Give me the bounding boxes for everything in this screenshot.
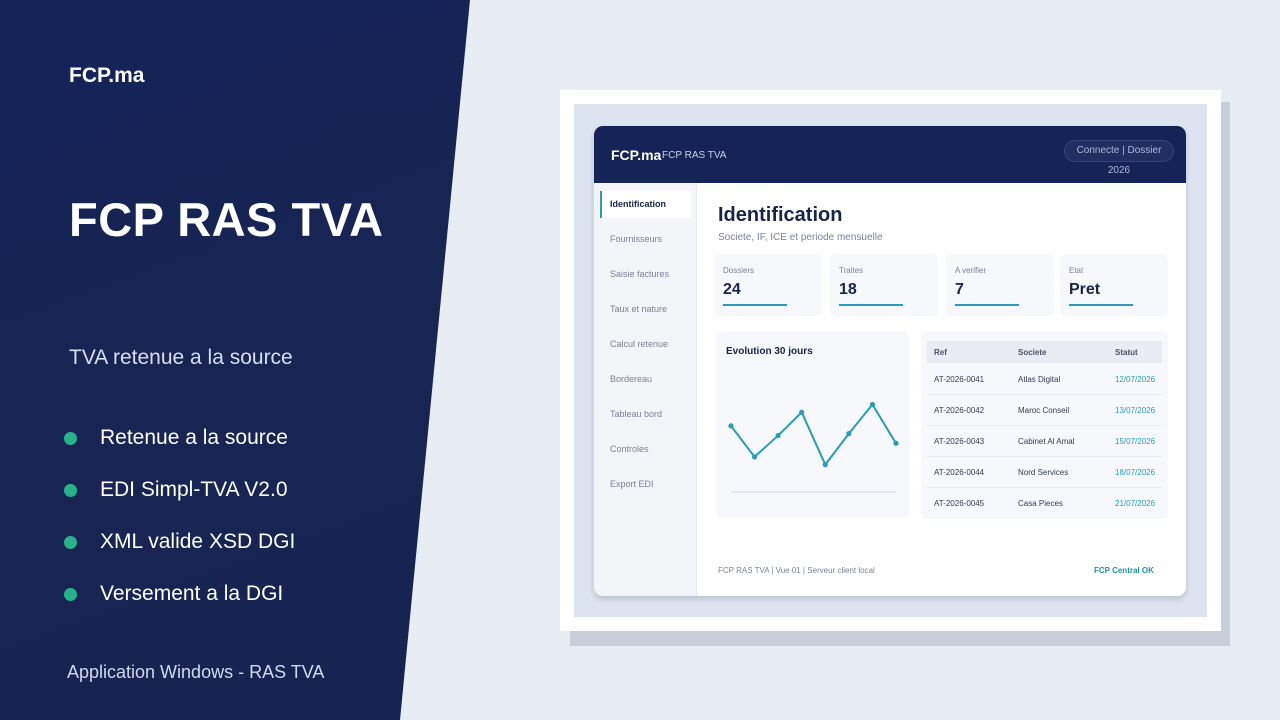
app-window: FCP.ma FCP RAS TVA Connecte | Dossier 20…	[594, 126, 1186, 596]
page-title: Identification	[718, 204, 843, 226]
stat-value: 24	[723, 281, 741, 298]
app-header: FCP.ma FCP RAS TVA Connecte | Dossier 20…	[594, 126, 1186, 183]
data-point	[799, 409, 805, 415]
data-point	[751, 454, 758, 460]
sidebar-item-fournisseurs[interactable]: Fournisseurs	[610, 234, 663, 244]
table-header: Ref Societe Statut	[927, 341, 1162, 363]
bullet-dot-icon	[64, 587, 77, 601]
stat-card-dossiers: Dossiers 24	[714, 254, 822, 316]
promo-title: FCP RAS TVA	[69, 193, 384, 246]
app-name: FCP RAS TVA	[662, 150, 727, 161]
evolution-chart-card: Evolution 30 jours	[716, 331, 909, 518]
chart-title: Evolution 30 jours	[726, 346, 813, 357]
stat-accent-bar	[955, 304, 1019, 306]
column-header-statut: Statut	[1115, 348, 1138, 357]
cell-statut: 21/07/2026	[1115, 499, 1156, 508]
cell-societe: Atlas Digital	[1018, 375, 1061, 384]
data-point	[775, 432, 781, 439]
promo-panel: FCP.ma FCP RAS TVA TVA retenue a la sour…	[0, 0, 470, 720]
cell-ref: AT-2026-0041	[934, 375, 985, 384]
sidebar-item-calcul-retenue[interactable]: Calcul retenue	[610, 339, 669, 349]
table-row[interactable]: AT-2026-0043 Cabinet Al Amal 15/07/2026	[927, 426, 1162, 457]
feature-item: Retenue a la source	[64, 412, 295, 464]
sidebar-item-tableau-bord[interactable]: Tableau bord	[610, 409, 663, 419]
feature-list: Retenue a la source EDI Simpl-TVA V2.0 X…	[64, 412, 295, 620]
sidebar-item-bordereau[interactable]: Bordereau	[610, 374, 653, 384]
stat-value: 18	[839, 281, 857, 298]
feature-item: EDI Simpl-TVA V2.0	[64, 464, 295, 516]
app-logo: FCP.ma	[611, 147, 662, 163]
bullet-dot-icon	[64, 535, 77, 549]
data-point	[869, 401, 876, 408]
data-point	[893, 440, 899, 446]
column-header-ref: Ref	[934, 348, 947, 357]
data-point	[822, 462, 828, 468]
series-line	[730, 402, 897, 467]
cell-societe: Maroc Conseil	[1018, 406, 1070, 415]
stat-accent-bar	[839, 304, 903, 306]
data-point	[728, 423, 734, 429]
cell-ref: AT-2026-0043	[934, 437, 985, 446]
sidebar-item-identification[interactable]: Identification	[600, 191, 691, 218]
cell-statut: 15/07/2026	[1115, 437, 1156, 446]
stat-value: 7	[955, 281, 964, 298]
stat-label: Dossiers	[723, 266, 755, 275]
stat-card-etat: Etat Pret	[1060, 254, 1168, 316]
stat-label: Etat	[1069, 266, 1084, 275]
stat-label: Traites	[839, 266, 864, 275]
stat-card-a-verifier: A verifier 7	[946, 254, 1054, 316]
cell-societe: Cabinet Al Amal	[1018, 437, 1075, 446]
connection-status-badge: Connecte | Dossier 2026	[1064, 140, 1174, 176]
cell-societe: Nord Services	[1018, 468, 1069, 477]
stat-accent-bar	[723, 304, 787, 306]
data-point	[846, 431, 852, 437]
feature-label: Retenue a la source	[100, 426, 288, 449]
feature-label: XML valide XSD DGI	[100, 530, 296, 553]
page-subtitle: Societe, IF, ICE et periode mensuelle	[718, 232, 883, 243]
sidebar: Identification Fournisseurs Saisie factu…	[594, 183, 697, 596]
cell-ref: AT-2026-0044	[934, 468, 985, 477]
promo-brand: FCP.ma	[69, 64, 145, 87]
sidebar-item-saisie-factures[interactable]: Saisie factures	[610, 269, 670, 279]
feature-item: Versement a la DGI	[64, 568, 295, 620]
bullet-dot-icon	[64, 483, 77, 497]
evolution-line-chart	[728, 401, 899, 493]
stat-card-traites: Traites 18	[830, 254, 938, 316]
cell-statut: 13/07/2026	[1115, 406, 1156, 415]
column-header-societe: Societe	[1018, 348, 1047, 357]
table-row[interactable]: AT-2026-0041 Atlas Digital 12/07/2026	[927, 364, 1162, 395]
cell-statut: 12/07/2026	[1115, 375, 1156, 384]
table-row[interactable]: AT-2026-0044 Nord Services 18/07/2026	[927, 457, 1162, 488]
dossiers-table: Ref Societe Statut AT-2026-0041 Atlas Di…	[921, 331, 1168, 519]
feature-label: Versement a la DGI	[100, 582, 284, 605]
feature-label: EDI Simpl-TVA V2.0	[100, 478, 288, 501]
central-status: FCP Central OK	[1094, 566, 1154, 575]
sidebar-item-controles[interactable]: Controles	[610, 444, 649, 454]
cell-ref: AT-2026-0042	[934, 406, 985, 415]
promo-footer: Application Windows - RAS TVA	[67, 662, 325, 682]
app-footer-info: FCP RAS TVA | Vue 01 | Serveur client lo…	[718, 566, 875, 575]
cell-ref: AT-2026-0045	[934, 499, 985, 508]
feature-item: XML valide XSD DGI	[64, 516, 295, 568]
table-row[interactable]: AT-2026-0045 Casa Pieces 21/07/2026	[927, 488, 1162, 519]
stat-label: A verifier	[955, 266, 987, 275]
bullet-dot-icon	[64, 431, 77, 445]
promo-subtitle: TVA retenue a la source	[69, 346, 293, 369]
sidebar-item-export-edi[interactable]: Export EDI	[610, 479, 654, 489]
cell-societe: Casa Pieces	[1018, 499, 1063, 508]
table-row[interactable]: AT-2026-0042 Maroc Conseil 13/07/2026	[927, 395, 1162, 426]
cell-statut: 18/07/2026	[1115, 468, 1156, 477]
stat-accent-bar	[1069, 304, 1133, 306]
sidebar-item-taux-nature[interactable]: Taux et nature	[610, 304, 668, 314]
stat-value: Pret	[1069, 281, 1101, 298]
